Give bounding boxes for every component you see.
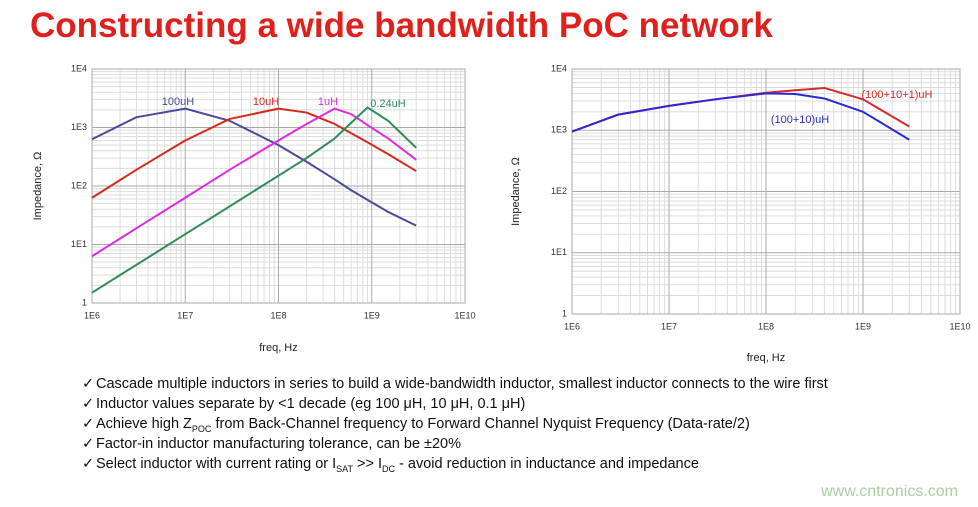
- bullet-list: Cascade multiple inductors in series to …: [82, 376, 828, 476]
- bullet: Achieve high ZPOC from Back-Channel freq…: [82, 416, 828, 436]
- series-line: [91, 107, 417, 199]
- y-tick-label: 1E1: [71, 239, 87, 249]
- series-label: 100uH: [162, 96, 194, 108]
- series-label: 10uH: [253, 96, 279, 108]
- series-label: (100+10+1)uH: [862, 89, 933, 101]
- y-tick-label: 1E2: [551, 186, 567, 196]
- x-tick-label: 1E7: [177, 310, 193, 320]
- bullet-text: Inductor values separate by <1 decade (e…: [96, 396, 526, 412]
- series-label: (100+10)uH: [771, 114, 829, 126]
- bullet-text: Cascade multiple inductors in series to …: [96, 376, 828, 392]
- subscript: DC: [382, 463, 396, 474]
- x-tick-label: 1E8: [758, 321, 774, 331]
- x-tick-label: 1E8: [270, 310, 286, 320]
- x-tick-label: 1E10: [949, 321, 970, 331]
- x-tick-label: 1E9: [364, 310, 380, 320]
- x-tick-label: 1E6: [564, 321, 580, 331]
- watermark: www.cntronics.com: [821, 483, 958, 500]
- y-axis-label: Impedance, Ω: [510, 157, 522, 226]
- x-tick-label: 1E7: [661, 321, 677, 331]
- y-tick-label: 1E4: [71, 63, 87, 73]
- x-tick-label: 1E10: [454, 310, 475, 320]
- y-tick-label: 1: [562, 308, 567, 318]
- subscript: SAT: [336, 463, 354, 474]
- series-line: [91, 107, 417, 227]
- y-tick-label: 1E4: [551, 63, 567, 73]
- x-axis-label: freq, Hz: [747, 352, 786, 364]
- x-axis-label: freq, Hz: [259, 342, 298, 354]
- y-tick-label: 1E3: [71, 122, 87, 132]
- bullet: Factor-in inductor manufacturing toleran…: [82, 436, 828, 456]
- y-tick-label: 1E3: [551, 125, 567, 135]
- y-tick-label: 1E2: [71, 180, 87, 190]
- series-line: [91, 106, 417, 294]
- bullet: Inductor values separate by <1 decade (e…: [82, 396, 828, 416]
- bullet-text: from Back-Channel frequency to Forward C…: [211, 416, 750, 432]
- slide-title: Constructing a wide bandwidth PoC networ…: [30, 6, 773, 45]
- bullet-text: - avoid reduction in inductance and impe…: [395, 456, 699, 472]
- series-line: [91, 107, 417, 258]
- y-axis-label: Impedance, Ω: [32, 152, 44, 221]
- bullet-text: >> I: [353, 456, 383, 472]
- series-label: 0.24uH: [370, 98, 406, 110]
- series-line: [571, 92, 910, 141]
- bullet-text: Factor-in inductor manufacturing toleran…: [96, 436, 462, 452]
- x-tick-label: 1E9: [855, 321, 871, 331]
- bullet: Select inductor with current rating or I…: [82, 456, 828, 476]
- series-label: 1uH: [318, 96, 338, 108]
- bullet-text: Achieve high Z: [96, 416, 192, 432]
- y-tick-label: 1E1: [551, 247, 567, 257]
- y-tick-label: 1: [82, 297, 87, 307]
- bullet: Cascade multiple inductors in series to …: [82, 376, 828, 396]
- subscript: POC: [191, 423, 212, 434]
- bullet-text: Select inductor with current rating or I: [96, 456, 337, 472]
- x-tick-label: 1E6: [84, 310, 100, 320]
